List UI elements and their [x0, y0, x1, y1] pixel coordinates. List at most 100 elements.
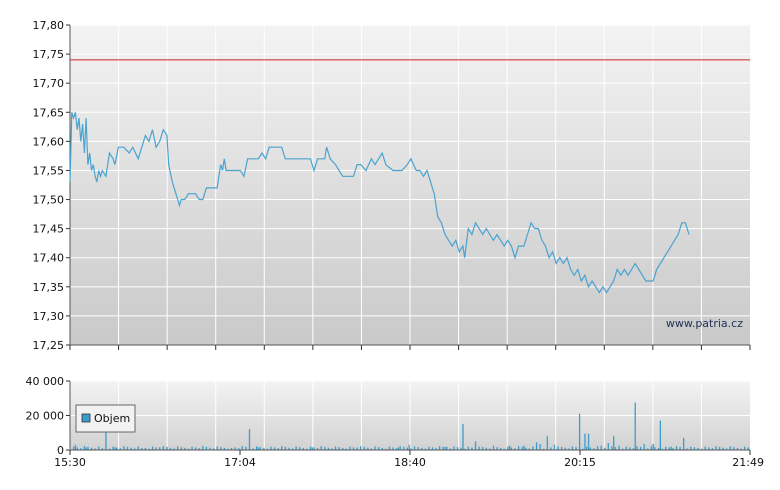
volume-bar: [306, 448, 308, 450]
volume-x-tick-label: 20:15: [564, 456, 596, 469]
volume-bar: [230, 447, 233, 450]
volume-bar: [503, 448, 505, 450]
volume-bar: [693, 447, 696, 450]
volume-bar: [584, 433, 586, 450]
price-y-tick-label: 17,30: [33, 310, 65, 323]
price-y-tick-label: 17,40: [33, 252, 65, 265]
price-y-tick-label: 17,80: [33, 19, 65, 32]
legend-label: Objem: [94, 412, 130, 425]
volume-bar: [385, 448, 387, 450]
volume-bar: [367, 447, 369, 450]
volume-bar: [589, 447, 592, 450]
volume-bar: [159, 447, 161, 450]
volume-bar: [295, 446, 297, 450]
volume-bar: [652, 443, 654, 450]
volume-bar: [137, 446, 139, 450]
volume-bar: [467, 446, 470, 450]
volume-bar: [421, 447, 423, 450]
volume-bar: [141, 447, 143, 450]
volume-bar: [123, 446, 125, 450]
volume-bar: [327, 447, 330, 450]
volume-bar: [87, 446, 89, 450]
volume-bar: [266, 448, 269, 450]
volume-bar: [119, 448, 121, 450]
volume-bar: [72, 446, 75, 450]
volume-bar: [650, 446, 653, 450]
volume-bar: [647, 448, 649, 450]
volume-bar: [277, 448, 279, 450]
volume-bar: [543, 448, 545, 450]
volume-bar: [194, 447, 197, 450]
price-y-axis: 17,25 17,30 17,35 17,40 17,45 17,50 17,55 17,60…: [33, 19, 750, 352]
volume-bar: [406, 447, 409, 450]
volume-bar: [654, 447, 656, 450]
volume-bar: [241, 446, 243, 450]
volume-bar: [659, 420, 661, 450]
volume-bar: [557, 446, 559, 450]
volume-bar: [69, 448, 71, 450]
volume-bar: [320, 446, 322, 450]
volume-bar: [607, 443, 609, 450]
volume-bar: [600, 445, 602, 450]
volume-bar: [413, 446, 416, 450]
volume-bar: [85, 447, 87, 450]
volume-bar: [309, 446, 312, 450]
volume-x-tick-label: 21:49: [732, 456, 764, 469]
volume-bar: [632, 448, 635, 450]
volume-bar: [496, 447, 498, 450]
volume-bar: [453, 446, 455, 450]
volume-bar: [130, 447, 132, 450]
volume-bar: [370, 448, 373, 450]
volume-bar: [338, 447, 340, 450]
volume-bar: [94, 448, 96, 450]
volume-bar: [439, 446, 441, 450]
volume-x-tick-label: 15:30: [54, 456, 86, 469]
volume-bar: [718, 446, 721, 450]
volume-bar: [586, 446, 588, 450]
volume-bar: [528, 448, 531, 450]
volume-bar: [177, 446, 179, 450]
volume-bar: [697, 447, 699, 450]
volume-bar: [180, 447, 182, 450]
volume-x-tick-label: 17:04: [224, 456, 256, 469]
volume-bar: [374, 446, 376, 450]
volume-bar: [259, 447, 261, 450]
volume-bar: [679, 446, 681, 450]
volume-bar: [342, 447, 344, 450]
volume-bar: [424, 448, 426, 450]
volume-bar: [345, 448, 348, 450]
volume-bar: [133, 448, 136, 450]
volume-bar: [212, 448, 215, 450]
volume-bar: [587, 433, 590, 450]
volume-bar: [220, 447, 222, 450]
volume-bar: [257, 447, 260, 450]
volume-bar: [144, 447, 147, 450]
volume-bar: [288, 447, 290, 450]
volume-bar: [535, 442, 538, 450]
volume-bar: [726, 448, 728, 450]
volume-bar: [722, 447, 724, 450]
price-y-tick-label: 17,75: [33, 48, 65, 61]
volume-bar: [324, 446, 326, 450]
volume-bar: [578, 413, 581, 450]
volume-bar: [403, 446, 405, 450]
volume-bar: [690, 446, 692, 450]
volume-bars: [69, 402, 749, 450]
volume-bar: [428, 446, 430, 450]
volume-bar: [331, 448, 333, 450]
price-y-tick-label: 17,50: [33, 194, 65, 207]
volume-bar: [101, 448, 103, 450]
volume-bar: [613, 436, 615, 450]
volume-bar: [571, 446, 574, 450]
volume-grid: [70, 380, 750, 450]
volume-bar: [604, 447, 606, 450]
volume-bar: [302, 447, 304, 450]
volume-bar: [252, 448, 254, 450]
volume-bar: [507, 446, 509, 450]
volume-x-tick-label: 18:40: [394, 456, 426, 469]
volume-bar: [155, 447, 157, 450]
volume-bar: [740, 448, 742, 450]
volume-bar: [381, 447, 383, 450]
volume-bar: [670, 446, 672, 450]
